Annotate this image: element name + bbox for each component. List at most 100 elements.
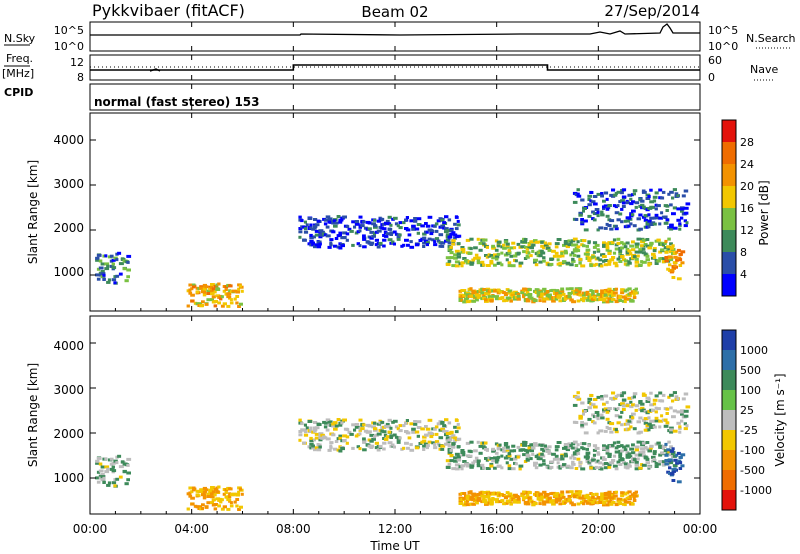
- power-cell: [591, 297, 596, 301]
- power-cell: [220, 304, 225, 308]
- power-cell: [514, 259, 518, 263]
- power-cell: [669, 223, 674, 227]
- power-cell: [552, 254, 557, 258]
- velocity-cell: [98, 469, 104, 473]
- power-cell: [592, 263, 597, 267]
- velocity-cell: [574, 493, 578, 497]
- power-cell: [647, 262, 652, 266]
- power-cell: [647, 213, 651, 217]
- velocity-cell: [393, 445, 396, 449]
- velocity-cell: [440, 444, 446, 448]
- power-cell: [298, 227, 303, 230]
- power-cell: [554, 245, 559, 249]
- velocity-ytick-3000: 3000: [53, 383, 84, 397]
- freq-label-line2: [MHz]: [2, 67, 34, 80]
- velocity-cell: [578, 493, 582, 497]
- velocity-cell: [562, 463, 567, 467]
- velocity-cell: [665, 412, 669, 415]
- power-cell: [456, 219, 460, 223]
- power-cell: [502, 243, 506, 247]
- power-cell: [641, 238, 647, 242]
- power-cell: [449, 245, 453, 249]
- power-cell: [621, 195, 627, 199]
- velocity-cell: [222, 505, 227, 509]
- power-cell: [533, 260, 537, 264]
- power-cell: [409, 240, 413, 244]
- velocity-cell: [387, 430, 392, 434]
- velocity-cell: [552, 493, 557, 497]
- velocity-cell: [598, 461, 603, 465]
- velocity-cell: [616, 421, 621, 425]
- power-cell: [620, 199, 625, 203]
- velocity-cell: [210, 495, 215, 499]
- velocity-cell: [467, 463, 471, 467]
- velocity-cell: [440, 447, 445, 451]
- velocity-ytick-4000: 4000: [53, 339, 84, 353]
- power-cell: [522, 287, 527, 291]
- velocity-cell: [676, 410, 682, 414]
- velocity-cell: [623, 422, 627, 426]
- power-cell: [652, 216, 656, 220]
- power-cell: [438, 244, 442, 248]
- power-cell: [603, 191, 609, 195]
- velocity-cell: [525, 450, 530, 454]
- power-cell: [531, 243, 536, 247]
- velocity-cell: [347, 430, 352, 434]
- power-cell: [683, 219, 687, 223]
- velocity-cell: [369, 433, 375, 437]
- velocity-cell: [467, 454, 473, 458]
- power-cell: [654, 216, 660, 220]
- power-cell: [602, 207, 606, 210]
- velocity-cell: [496, 464, 500, 468]
- power-cell: [554, 242, 560, 246]
- velocity-colorbar-tick: 25: [740, 404, 754, 417]
- velocity-cell: [427, 418, 433, 422]
- power-cell: [387, 222, 392, 226]
- velocity-cell: [589, 492, 593, 496]
- velocity-cell: [378, 419, 382, 423]
- velocity-cell: [545, 500, 550, 504]
- power-cell: [612, 193, 618, 197]
- velocity-cell: [596, 413, 600, 417]
- power-cell: [603, 263, 608, 267]
- power-cell: [563, 240, 569, 243]
- power-cell: [447, 241, 451, 245]
- velocity-cell: [538, 457, 543, 461]
- velocity-cell: [219, 497, 223, 501]
- velocity-cell: [638, 466, 643, 470]
- velocity-cell: [680, 464, 685, 468]
- velocity-cell: [652, 398, 658, 402]
- power-cell: [201, 304, 204, 307]
- power-cell: [538, 290, 544, 294]
- power-cell: [607, 260, 612, 264]
- power-cell: [634, 287, 638, 291]
- power-cell: [623, 259, 629, 263]
- freq-label-line1: Freq.: [6, 52, 33, 65]
- velocity-cell: [451, 445, 456, 449]
- power-colorbar-tick: 20: [740, 180, 754, 193]
- velocity-cell: [505, 445, 510, 449]
- velocity-cell: [592, 405, 598, 409]
- velocity-cell: [600, 397, 604, 401]
- velocity-cell: [195, 493, 200, 497]
- velocity-cell: [460, 501, 464, 505]
- power-cell: [580, 218, 584, 221]
- power-cell: [389, 223, 393, 227]
- velocity-cell: [413, 420, 417, 423]
- power-cell: [558, 299, 563, 303]
- power-cell: [671, 276, 676, 279]
- velocity-cell: [569, 490, 574, 494]
- velocity-cell: [507, 500, 512, 503]
- velocity-cell: [583, 422, 588, 426]
- velocity-cell: [654, 406, 658, 410]
- velocity-cell: [323, 425, 328, 429]
- velocity-cell: [602, 410, 606, 413]
- velocity-cell: [104, 465, 110, 469]
- velocity-cell: [592, 444, 598, 448]
- power-cell: [454, 249, 460, 253]
- velocity-cell: [569, 444, 573, 448]
- power-cell: [456, 234, 462, 238]
- velocity-cell: [669, 472, 675, 476]
- power-colorbar-tick: 24: [740, 158, 754, 171]
